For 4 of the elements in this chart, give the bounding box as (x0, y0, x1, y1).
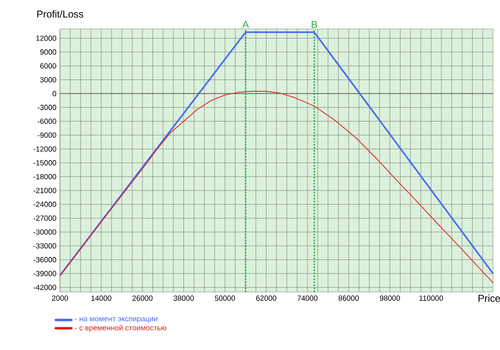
y-axis-title: Profit/Loss (37, 10, 84, 18)
ref-line-label: B (312, 20, 318, 28)
x-axis-title: Price (478, 294, 500, 302)
ref-line-label: A (242, 20, 249, 28)
